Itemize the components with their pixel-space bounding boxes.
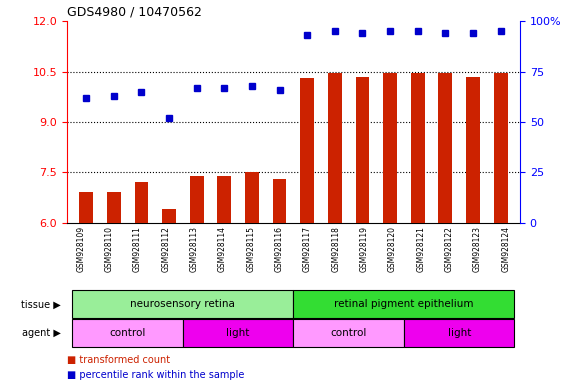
- Bar: [466, 76, 480, 223]
- Bar: [356, 76, 370, 223]
- Bar: [245, 172, 259, 223]
- Text: control: control: [109, 328, 146, 338]
- Text: GSM928122: GSM928122: [444, 226, 454, 272]
- Text: tissue ▶: tissue ▶: [21, 299, 61, 310]
- Text: GSM928120: GSM928120: [388, 226, 397, 272]
- Text: GSM928115: GSM928115: [246, 226, 256, 272]
- Text: retinal pigment epithelium: retinal pigment epithelium: [334, 299, 474, 310]
- Text: GSM928118: GSM928118: [331, 226, 340, 272]
- Bar: [383, 73, 397, 223]
- Bar: [162, 209, 176, 223]
- Text: GSM928112: GSM928112: [162, 226, 170, 272]
- Text: GSM928119: GSM928119: [360, 226, 369, 272]
- Bar: [300, 78, 314, 223]
- Text: GSM928110: GSM928110: [105, 226, 114, 272]
- Bar: [293, 291, 514, 318]
- Text: light: light: [447, 328, 471, 338]
- Text: agent ▶: agent ▶: [22, 328, 61, 338]
- Bar: [183, 319, 293, 347]
- Bar: [328, 73, 342, 223]
- Text: GSM928121: GSM928121: [417, 226, 425, 272]
- Text: light: light: [227, 328, 250, 338]
- Text: GSM928114: GSM928114: [218, 226, 227, 272]
- Bar: [107, 192, 121, 223]
- Bar: [79, 192, 93, 223]
- Text: GSM928113: GSM928113: [190, 226, 199, 272]
- Text: GSM928111: GSM928111: [133, 226, 142, 272]
- Bar: [439, 73, 452, 223]
- Bar: [404, 319, 514, 347]
- Bar: [73, 291, 293, 318]
- Text: control: control: [331, 328, 367, 338]
- Text: GSM928109: GSM928109: [77, 226, 85, 272]
- Bar: [135, 182, 148, 223]
- Bar: [217, 176, 231, 223]
- Text: ■ percentile rank within the sample: ■ percentile rank within the sample: [67, 370, 244, 380]
- Text: GSM928117: GSM928117: [303, 226, 312, 272]
- Text: GSM928123: GSM928123: [473, 226, 482, 272]
- Text: ■ transformed count: ■ transformed count: [67, 355, 170, 365]
- Bar: [190, 176, 203, 223]
- Bar: [272, 179, 286, 223]
- Bar: [293, 319, 404, 347]
- Text: GDS4980 / 10470562: GDS4980 / 10470562: [67, 5, 202, 18]
- Text: neurosensory retina: neurosensory retina: [131, 299, 235, 310]
- Bar: [494, 73, 508, 223]
- Text: GSM928124: GSM928124: [501, 226, 510, 272]
- Bar: [411, 73, 425, 223]
- Bar: [73, 319, 183, 347]
- Text: GSM928116: GSM928116: [275, 226, 284, 272]
